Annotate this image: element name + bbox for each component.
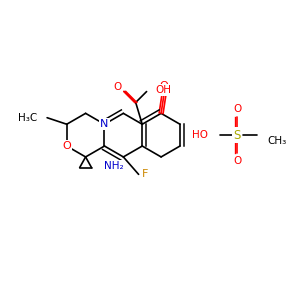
Text: CH₃: CH₃ bbox=[267, 136, 286, 146]
Text: O: O bbox=[114, 82, 122, 92]
Text: OH: OH bbox=[155, 85, 172, 94]
Text: O: O bbox=[160, 81, 169, 91]
Text: O: O bbox=[233, 156, 241, 166]
Text: HO: HO bbox=[193, 130, 208, 140]
Text: NH₂: NH₂ bbox=[104, 161, 124, 171]
Text: S: S bbox=[233, 129, 241, 142]
Text: O: O bbox=[62, 141, 71, 151]
Text: O: O bbox=[233, 104, 241, 114]
Text: F: F bbox=[142, 169, 149, 179]
Text: H₃C: H₃C bbox=[18, 113, 37, 123]
Text: N: N bbox=[100, 119, 109, 129]
